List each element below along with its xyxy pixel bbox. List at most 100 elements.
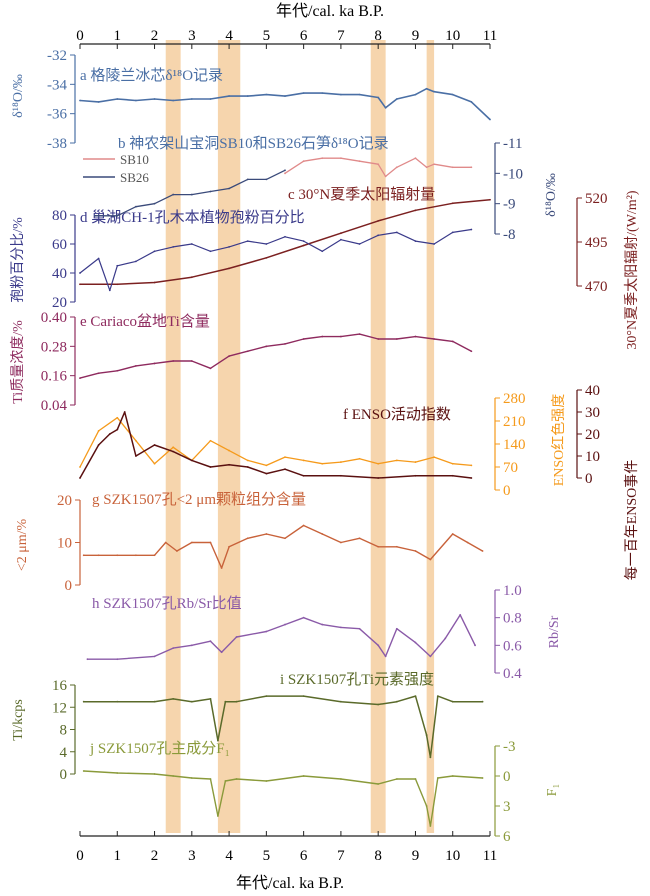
data-point-a xyxy=(340,93,342,96)
data-point-h xyxy=(395,627,398,630)
data-point-e xyxy=(321,335,324,338)
y-tick-label-c: 470 xyxy=(585,279,608,295)
y-tick-label-d: 20 xyxy=(52,295,67,311)
y-axis-b: -11 -10 -9 -8 xyxy=(494,136,523,243)
data-point-a xyxy=(153,98,156,100)
data-point-b-SB26 xyxy=(116,214,119,217)
y-tick-label-g: 10 xyxy=(57,536,72,552)
panel-d-ylabel: 孢粉百分比/% xyxy=(10,217,26,303)
data-point-c xyxy=(116,283,119,286)
data-point-a xyxy=(489,118,491,121)
data-point-g xyxy=(116,554,119,557)
data-point-a xyxy=(377,96,380,99)
bottom-tick-label: 10 xyxy=(445,848,460,864)
y-tick-label-f2: 10 xyxy=(585,449,600,465)
data-point-d xyxy=(414,240,417,243)
y-tick-label-h: 0.8 xyxy=(503,611,522,627)
data-point-d xyxy=(116,264,119,267)
data-point-h xyxy=(459,614,462,616)
data-point-c xyxy=(190,276,193,279)
highlight-band-2 xyxy=(370,40,386,833)
data-point-h xyxy=(384,655,387,658)
data-point-h xyxy=(377,644,380,647)
data-point-i xyxy=(429,756,432,759)
panel-e-title: e Cariaco盆地Ti含量 xyxy=(80,313,210,330)
data-point-f-red xyxy=(284,456,286,459)
data-point-f-red xyxy=(433,456,435,459)
data-point-a xyxy=(79,99,81,102)
y-tick-label-a: -32 xyxy=(47,48,67,64)
data-point-j xyxy=(265,780,268,782)
data-point-i xyxy=(414,695,417,698)
data-point-a xyxy=(190,98,193,100)
data-point-g xyxy=(284,537,286,540)
data-point-d xyxy=(395,231,398,234)
data-point-g xyxy=(466,541,469,544)
data-point-f-enso xyxy=(123,411,126,413)
y-axis-g: 0 10 20 xyxy=(57,493,81,594)
data-point-f-red xyxy=(116,416,119,419)
data-point-b-SB26 xyxy=(265,178,268,181)
top-x-axis: 年代/cal. ka B.P. 0 1 2 3 4 5 6 7 8 9 10 11 xyxy=(76,2,497,49)
y-axis-f2: 0 10 20 30 40 xyxy=(576,383,600,487)
data-point-d xyxy=(135,260,137,263)
y-tick-label-c: 495 xyxy=(585,235,608,251)
data-point-e xyxy=(97,372,100,375)
data-point-d xyxy=(153,250,156,253)
data-point-g xyxy=(164,541,167,544)
y-axis-c: 470 495 520 xyxy=(576,191,608,295)
data-point-c xyxy=(489,198,491,201)
data-point-h xyxy=(235,636,238,638)
data-point-h xyxy=(302,616,305,619)
y-tick-label-j: 3 xyxy=(503,799,511,815)
bottom-tick-label: 11 xyxy=(483,848,497,864)
data-point-a xyxy=(451,93,454,96)
data-point-b-SB26 xyxy=(153,202,156,205)
data-point-i xyxy=(190,700,193,703)
data-point-f-red xyxy=(395,459,398,462)
panel-c-ylabel: 30°N夏季太阳辐射/(W/m²) xyxy=(624,190,640,349)
data-point-c xyxy=(153,281,156,284)
data-point-f-enso xyxy=(302,474,305,477)
data-point-d xyxy=(246,240,249,243)
data-point-f-enso xyxy=(190,459,193,462)
panel-f-ylabel: ENSO红色强度 xyxy=(550,394,567,487)
y-axis-i: 0 4 8 12 16 xyxy=(52,678,76,783)
data-point-g xyxy=(429,558,432,561)
data-point-i xyxy=(116,700,119,703)
data-point-j xyxy=(235,778,238,780)
data-point-g xyxy=(321,533,324,535)
y-tick-label-f: 70 xyxy=(503,460,518,476)
bottom-tick-label: 3 xyxy=(188,848,196,864)
data-point-e xyxy=(79,377,81,380)
series-line-f-red xyxy=(79,417,472,468)
data-point-j xyxy=(172,775,175,777)
data-point-j xyxy=(116,772,119,774)
y-tick-label-a: -34 xyxy=(47,77,67,93)
data-point-j xyxy=(451,775,454,777)
y-tick-label-h: 0.4 xyxy=(503,666,522,682)
top-tick-label: 0 xyxy=(76,28,84,44)
data-point-f-red xyxy=(209,439,212,442)
legend-b: SB10 SB26 xyxy=(83,152,149,185)
data-point-f-enso xyxy=(228,463,230,466)
data-point-h xyxy=(474,644,476,647)
data-point-b-SB10 xyxy=(284,172,286,175)
data-point-e xyxy=(451,340,454,343)
bottom-tick-label: 6 xyxy=(300,848,308,864)
data-point-j xyxy=(436,777,439,779)
data-point-e xyxy=(153,362,156,365)
y-tick-label-i: 0 xyxy=(60,767,68,783)
data-point-e xyxy=(414,335,417,338)
y-tick-label-f: 140 xyxy=(503,437,526,453)
y-tick-label-b: -10 xyxy=(503,166,523,182)
series-line-f-enso xyxy=(79,411,472,479)
data-point-b-SB26 xyxy=(190,193,193,196)
y-tick-label-b: -9 xyxy=(503,197,516,213)
data-point-f-red xyxy=(265,464,268,467)
y-tick-label-i: 8 xyxy=(60,723,68,739)
data-point-e xyxy=(228,355,230,358)
panel-d-title: d 巢湖CH-1孔木本植物孢粉百分比 xyxy=(80,209,305,226)
data-point-b-SB26 xyxy=(246,178,249,181)
data-point-f-enso xyxy=(153,444,156,446)
